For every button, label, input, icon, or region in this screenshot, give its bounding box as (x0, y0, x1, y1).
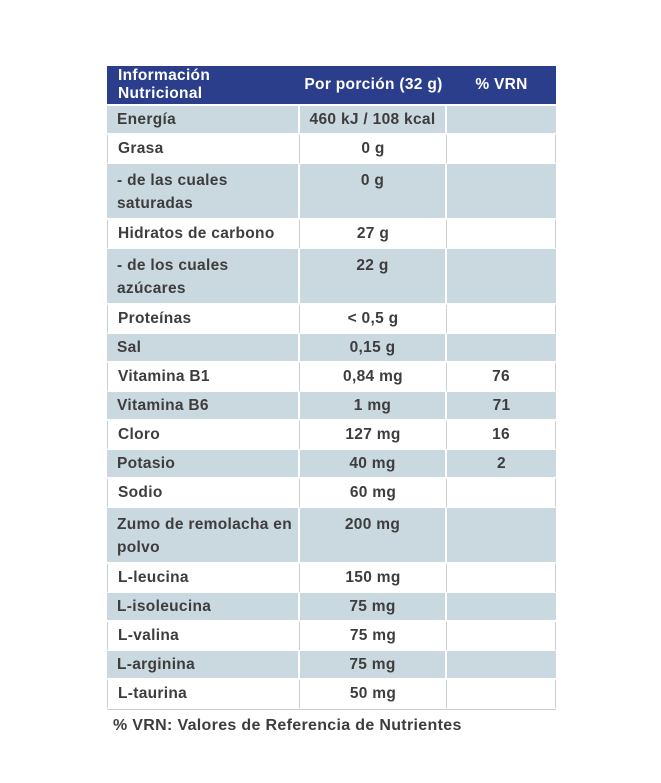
header-informacion-nutricional: Información Nutricional (107, 66, 300, 106)
vrn-cell: 76 (447, 363, 556, 392)
table-row: L-taurina 50 mg (107, 680, 556, 709)
header-por-porcion: Por porción (32 g) (300, 66, 447, 106)
table-row: Grasa 0 g (107, 135, 556, 164)
table-row: Sal 0,15 g (107, 334, 556, 363)
vrn-cell (447, 164, 556, 220)
value-cell: 75 mg (300, 622, 447, 651)
nutrient-name-cell: - de las cuales saturadas (107, 164, 300, 220)
value-cell: 50 mg (300, 680, 447, 709)
nutrient-name-cell: Zumo de remolacha en polvo (107, 508, 300, 564)
value-cell: 0,84 mg (300, 363, 447, 392)
vrn-cell (447, 593, 556, 622)
table-row: Cloro 127 mg 16 (107, 421, 556, 450)
value-cell: 0 g (300, 135, 447, 164)
table-row: L-valina 75 mg (107, 622, 556, 651)
nutrient-name-cell: L-isoleucina (107, 593, 300, 622)
nutrient-name-cell: Sal (107, 334, 300, 363)
nutrient-name-cell: Cloro (107, 421, 300, 450)
vrn-cell (447, 651, 556, 680)
vrn-cell (447, 622, 556, 651)
table-row: L-arginina 75 mg (107, 651, 556, 680)
vrn-cell: 71 (447, 392, 556, 421)
nutrient-name-cell: Vitamina B1 (107, 363, 300, 392)
table-row: Hidratos de carbono 27 g (107, 220, 556, 249)
value-cell: 75 mg (300, 593, 447, 622)
nutrient-name-cell: Hidratos de carbono (107, 220, 300, 249)
vrn-cell: 2 (447, 450, 556, 479)
value-cell: 0 g (300, 164, 447, 220)
vrn-cell (447, 334, 556, 363)
vrn-cell: 16 (447, 421, 556, 450)
vrn-cell (447, 135, 556, 164)
nutrient-name-cell: Sodio (107, 479, 300, 508)
table-header-row: Información Nutricional Por porción (32 … (107, 66, 556, 106)
table-row: Proteínas < 0,5 g (107, 305, 556, 334)
nutrient-name-cell: - de los cuales azúcares (107, 249, 300, 305)
nutrition-table: Información Nutricional Por porción (32 … (107, 66, 556, 709)
nutrient-name-cell: L-leucina (107, 564, 300, 593)
vrn-cell (447, 680, 556, 709)
nutrient-name-cell: Vitamina B6 (107, 392, 300, 421)
nutrient-name-cell: L-taurina (107, 680, 300, 709)
table-row: L-isoleucina 75 mg (107, 593, 556, 622)
table-row: Vitamina B1 0,84 mg 76 (107, 363, 556, 392)
vrn-footnote: % VRN: Valores de Referencia de Nutrient… (107, 709, 556, 735)
value-cell: 27 g (300, 220, 447, 249)
nutrient-name-cell: L-valina (107, 622, 300, 651)
value-cell: 127 mg (300, 421, 447, 450)
nutrient-name-cell: Potasio (107, 450, 300, 479)
nutrient-name-cell: Grasa (107, 135, 300, 164)
table-row: - de las cuales saturadas 0 g (107, 164, 556, 220)
table-row: L-leucina 150 mg (107, 564, 556, 593)
value-cell: 1 mg (300, 392, 447, 421)
nutrient-name-cell: L-arginina (107, 651, 300, 680)
vrn-cell (447, 106, 556, 135)
value-cell: 0,15 g (300, 334, 447, 363)
vrn-cell (447, 479, 556, 508)
vrn-cell (447, 564, 556, 593)
value-cell: 40 mg (300, 450, 447, 479)
value-cell: 75 mg (300, 651, 447, 680)
nutrient-name-cell: Proteínas (107, 305, 300, 334)
vrn-cell (447, 305, 556, 334)
vrn-cell (447, 249, 556, 305)
value-cell: 150 mg (300, 564, 447, 593)
table-row: Potasio 40 mg 2 (107, 450, 556, 479)
header-vrn: % VRN (447, 66, 556, 106)
vrn-cell (447, 508, 556, 564)
nutrition-label: Información Nutricional Por porción (32 … (107, 66, 556, 735)
value-cell: 60 mg (300, 479, 447, 508)
nutrient-name-cell: Energía (107, 106, 300, 135)
table-row: Energía 460 kJ / 108 kcal (107, 106, 556, 135)
value-cell: 200 mg (300, 508, 447, 564)
table-row: Zumo de remolacha en polvo 200 mg (107, 508, 556, 564)
vrn-cell (447, 220, 556, 249)
table-row: Sodio 60 mg (107, 479, 556, 508)
value-cell: < 0,5 g (300, 305, 447, 334)
value-cell: 22 g (300, 249, 447, 305)
value-cell: 460 kJ / 108 kcal (300, 106, 447, 135)
table-row: - de los cuales azúcares 22 g (107, 249, 556, 305)
table-row: Vitamina B6 1 mg 71 (107, 392, 556, 421)
